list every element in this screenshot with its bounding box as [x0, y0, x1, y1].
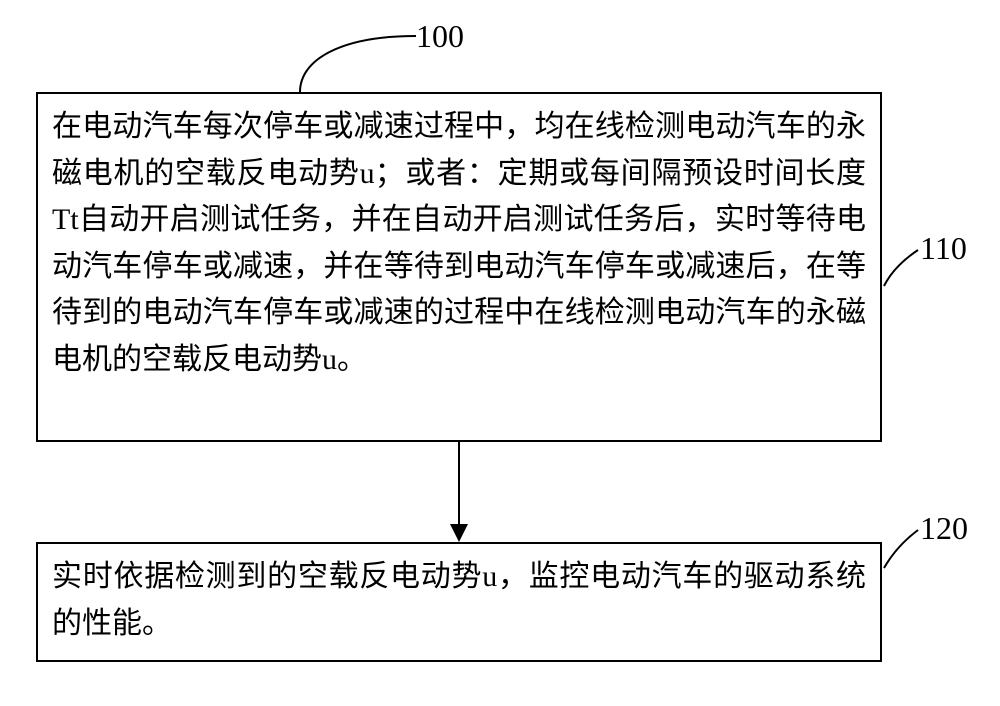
- flowchart-canvas: 100 在电动汽车每次停车或减速过程中，均在线检测电动汽车的永磁电机的空载反电动…: [0, 0, 1000, 706]
- leader-120-path: [884, 530, 918, 568]
- leader-120: [0, 0, 1000, 706]
